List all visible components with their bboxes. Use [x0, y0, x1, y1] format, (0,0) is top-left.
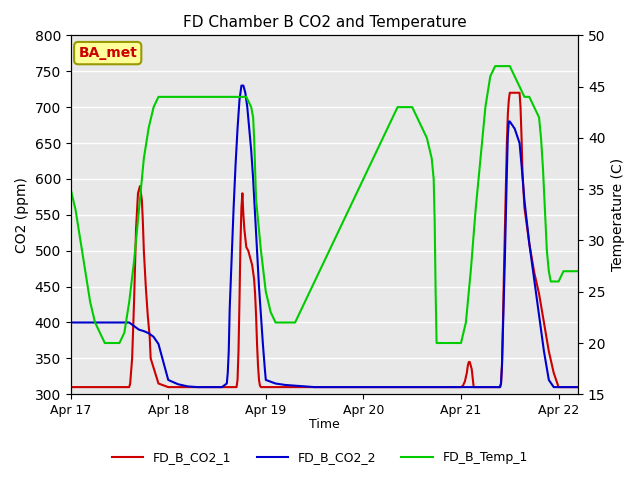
FD_B_Temp_1 — [492, 63, 499, 69]
FD_B_CO2_1 — [467, 363, 475, 369]
FD_B_Temp_1 — [101, 340, 109, 346]
FD_B_CO2_1 — [147, 356, 154, 361]
FD_B_CO2_1 — [259, 384, 267, 390]
FD_B_CO2_1 — [67, 384, 74, 390]
Y-axis label: Temperature (C): Temperature (C) — [611, 158, 625, 271]
FD_B_CO2_1 — [125, 384, 133, 390]
FD_B_CO2_2 — [164, 377, 172, 383]
Line: FD_B_CO2_1: FD_B_CO2_1 — [70, 93, 578, 387]
FD_B_Temp_1 — [223, 94, 230, 100]
FD_B_CO2_2 — [226, 305, 234, 311]
FD_B_Temp_1 — [574, 268, 582, 274]
FD_B_CO2_2 — [194, 384, 202, 390]
Legend: FD_B_CO2_1, FD_B_CO2_2, FD_B_Temp_1: FD_B_CO2_1, FD_B_CO2_2, FD_B_Temp_1 — [107, 446, 533, 469]
FD_B_CO2_2 — [184, 384, 191, 389]
FD_B_Temp_1 — [311, 278, 319, 284]
FD_B_CO2_2 — [574, 384, 582, 390]
FD_B_CO2_2 — [237, 83, 245, 88]
FD_B_CO2_2 — [259, 341, 267, 347]
FD_B_Temp_1 — [67, 186, 74, 192]
FD_B_Temp_1 — [204, 94, 211, 100]
FD_B_Temp_1 — [179, 94, 187, 100]
Y-axis label: CO2 (ppm): CO2 (ppm) — [15, 177, 29, 253]
Line: FD_B_CO2_2: FD_B_CO2_2 — [70, 85, 578, 387]
FD_B_CO2_2 — [350, 384, 358, 390]
FD_B_CO2_1 — [506, 90, 514, 96]
FD_B_CO2_1 — [564, 384, 572, 390]
FD_B_CO2_1 — [574, 384, 582, 390]
FD_B_Temp_1 — [189, 94, 196, 100]
Title: FD Chamber B CO2 and Temperature: FD Chamber B CO2 and Temperature — [182, 15, 467, 30]
Text: BA_met: BA_met — [78, 46, 137, 60]
Line: FD_B_Temp_1: FD_B_Temp_1 — [70, 66, 578, 343]
X-axis label: Time: Time — [309, 419, 340, 432]
FD_B_CO2_1 — [466, 359, 474, 365]
FD_B_Temp_1 — [551, 278, 559, 284]
FD_B_CO2_2 — [525, 240, 533, 246]
FD_B_CO2_2 — [67, 320, 74, 325]
